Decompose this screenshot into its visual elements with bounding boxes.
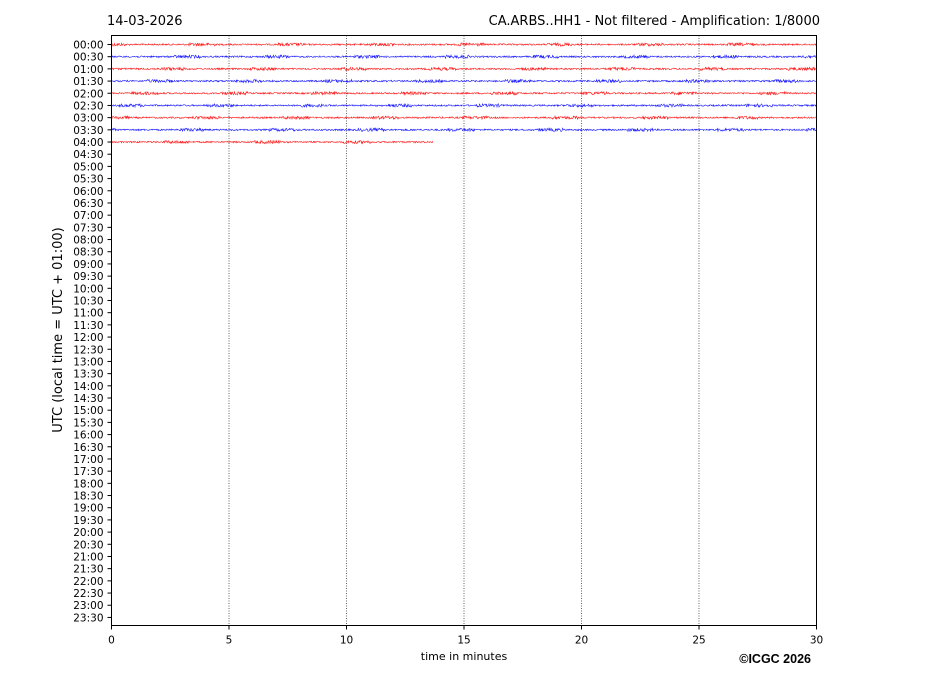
y-tick-label: 12:00 xyxy=(73,332,103,344)
y-tick-label: 06:30 xyxy=(73,198,103,210)
y-tick-label: 17:00 xyxy=(73,454,103,466)
x-axis-label: time in minutes xyxy=(421,650,508,663)
y-tick-label: 22:30 xyxy=(73,588,103,600)
y-tick-label: 15:00 xyxy=(73,405,103,417)
y-tick-label: 08:30 xyxy=(73,247,103,259)
y-tick-label: 09:00 xyxy=(73,259,103,271)
y-tick-label: 01:30 xyxy=(73,76,103,88)
y-tick-label: 05:30 xyxy=(73,174,103,186)
y-tick-label: 21:30 xyxy=(73,564,103,576)
y-tick-label: 11:30 xyxy=(73,320,103,332)
seismic-trace xyxy=(111,41,817,48)
y-tick-label: 16:30 xyxy=(73,442,103,454)
y-tick-label: 13:00 xyxy=(73,356,103,368)
x-tick-label: 10 xyxy=(340,635,353,647)
x-tick-label: 25 xyxy=(692,635,705,647)
x-tick-label: 0 xyxy=(108,635,115,647)
y-tick-label: 08:00 xyxy=(73,235,103,247)
y-tick-label: 03:00 xyxy=(73,113,103,125)
y-tick-label: 14:30 xyxy=(73,393,103,405)
x-tick-label: 20 xyxy=(575,635,588,647)
y-tick-label: 18:30 xyxy=(73,491,103,503)
traces xyxy=(111,41,817,145)
x-tick-label: 15 xyxy=(457,635,470,647)
y-tick-label: 02:00 xyxy=(73,88,103,100)
y-tick-label: 23:30 xyxy=(73,612,103,624)
y-tick-label: 21:00 xyxy=(73,551,103,563)
y-tick-label: 16:00 xyxy=(73,430,103,442)
y-tick-label: 05:00 xyxy=(73,161,103,173)
y-tick-label: 17:30 xyxy=(73,466,103,478)
grid xyxy=(228,35,700,626)
x-tick-label: 30 xyxy=(810,635,823,647)
y-tick-label: 00:30 xyxy=(73,52,103,64)
x-axis: 0 5 10 15 20 25 30 xyxy=(108,625,823,647)
y-tick-label: 09:30 xyxy=(73,271,103,283)
seismic-trace xyxy=(111,78,817,84)
seismic-trace xyxy=(111,127,817,133)
y-tick-label: 03:30 xyxy=(73,125,103,137)
date-label: 14-03-2026 xyxy=(107,14,183,29)
y-tick-label: 06:00 xyxy=(73,186,103,198)
y-tick-label: 23:00 xyxy=(73,600,103,612)
y-tick-label: 07:00 xyxy=(73,210,103,222)
seismic-trace xyxy=(111,115,817,121)
chart-title: CA.ARBS..HH1 - Not filtered - Amplificat… xyxy=(489,14,820,29)
y-tick-label: 18:00 xyxy=(73,478,103,490)
y-axis: 00:0000:3001:0001:3002:0002:3003:0003:30… xyxy=(73,40,112,624)
y-tick-label: 07:30 xyxy=(73,222,103,234)
y-tick-label: 13:30 xyxy=(73,369,103,381)
y-tick-label: 04:30 xyxy=(73,149,103,161)
y-tick-label: 22:00 xyxy=(73,576,103,588)
y-tick-label: 14:00 xyxy=(73,381,103,393)
seismic-trace xyxy=(111,90,817,96)
seismic-trace xyxy=(111,139,434,145)
y-tick-label: 15:30 xyxy=(73,417,103,429)
y-tick-label: 10:00 xyxy=(73,283,103,295)
y-tick-label: 20:30 xyxy=(73,539,103,551)
y-tick-label: 10:30 xyxy=(73,295,103,307)
y-tick-label: 20:00 xyxy=(73,527,103,539)
y-tick-label: 04:00 xyxy=(73,137,103,149)
y-axis-label: UTC (local time = UTC + 01:00) xyxy=(51,227,66,432)
y-tick-label: 19:00 xyxy=(73,503,103,515)
y-tick-label: 00:00 xyxy=(73,40,103,52)
seismic-trace xyxy=(111,102,817,109)
y-tick-label: 11:00 xyxy=(73,308,103,320)
y-tick-label: 01:00 xyxy=(73,64,103,76)
y-tick-label: 02:30 xyxy=(73,100,103,112)
y-tick-label: 12:30 xyxy=(73,344,103,356)
seismic-trace xyxy=(111,53,817,60)
copyright: ©ICGC 2026 xyxy=(739,652,811,666)
y-tick-label: 19:30 xyxy=(73,515,103,527)
seismic-trace xyxy=(111,66,817,72)
x-tick-label: 5 xyxy=(226,635,233,647)
